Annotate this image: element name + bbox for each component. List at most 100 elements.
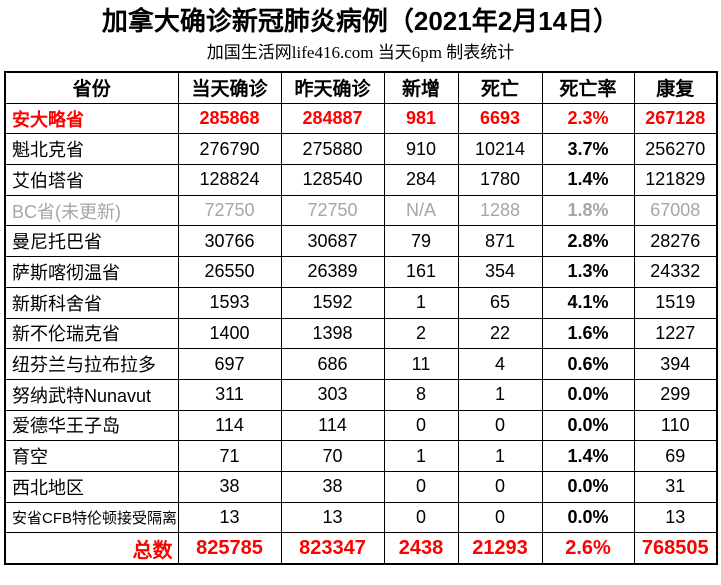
cell-recovered: 1227 <box>633 317 718 350</box>
subtitle: 加国生活网life416.com 当天6pm 制表统计 <box>206 43 515 62</box>
cell-death_rate: 0.0% <box>541 501 635 534</box>
cell-yesterday: 26389 <box>280 256 385 288</box>
cell-yesterday: 823347 <box>280 532 385 565</box>
cell-recovered: 121829 <box>633 164 718 196</box>
cell-yesterday: 30687 <box>280 225 385 258</box>
table-row: 西北地区 38 38 0 0 0.0% 31 <box>4 470 718 503</box>
cell-yesterday: 128540 <box>280 164 385 196</box>
cell-province: 安省CFB特伦顿接受隔离 <box>4 501 179 534</box>
cell-new_cases: 8 <box>383 378 459 411</box>
cell-recovered: 24332 <box>633 256 718 288</box>
cell-today: 72750 <box>177 194 282 227</box>
cell-death_rate: 2.6% <box>541 532 635 565</box>
cell-deaths: 6693 <box>457 102 543 135</box>
table-row: 纽芬兰与拉布拉多 697 686 11 4 0.6% 394 <box>4 348 718 380</box>
cell-province: 魁北克省 <box>4 133 179 166</box>
cell-recovered: 13 <box>633 501 718 534</box>
table-row: 努纳武特Nunavut 311 303 8 1 0.0% 299 <box>4 378 718 411</box>
cell-province: 努纳武特Nunavut <box>4 378 179 411</box>
column-header-7: 康复 <box>633 71 718 104</box>
cell-yesterday: 38 <box>280 470 385 503</box>
total-row: 总数 825785 823347 2438 21293 2.6% 768505 <box>4 532 718 565</box>
cell-today: 128824 <box>177 164 282 196</box>
cell-recovered: 1519 <box>633 286 718 319</box>
cell-new_cases: 1 <box>383 440 459 472</box>
cell-province: 新不伦瑞克省 <box>4 317 179 350</box>
cell-deaths: 1780 <box>457 164 543 196</box>
cell-new_cases: 161 <box>383 256 459 288</box>
covid-cases-table: 省份 当天确诊 昨天确诊 新增 死亡 死亡率 康复 安大略省 285868 284887 981 6… <box>4 71 718 565</box>
cell-death_rate: 0.0% <box>541 470 635 503</box>
cell-today: 38 <box>177 470 282 503</box>
cell-today: 825785 <box>177 532 282 565</box>
cell-province: 安大略省 <box>4 102 179 135</box>
cell-death_rate: 2.8% <box>541 225 635 258</box>
column-header-4: 新增 <box>383 71 459 104</box>
cell-deaths: 1 <box>457 440 543 472</box>
cell-yesterday: 13 <box>280 501 385 534</box>
cell-deaths: 22 <box>457 317 543 350</box>
cell-deaths: 10214 <box>457 133 543 166</box>
cell-new_cases: 0 <box>383 501 459 534</box>
page-title: 加拿大确诊新冠肺炎病例（2021年2月14日） <box>101 6 620 36</box>
cell-deaths: 0 <box>457 470 543 503</box>
cell-recovered: 299 <box>633 378 718 411</box>
cell-today: 114 <box>177 409 282 442</box>
cell-today: 71 <box>177 440 282 472</box>
cell-death_rate: 2.3% <box>541 102 635 135</box>
cell-recovered: 394 <box>633 348 718 380</box>
cell-death_rate: 1.4% <box>541 440 635 472</box>
cell-new_cases: 79 <box>383 225 459 258</box>
cell-deaths: 0 <box>457 409 543 442</box>
cell-new_cases: 981 <box>383 102 459 135</box>
cell-death_rate: 4.1% <box>541 286 635 319</box>
table-row: 魁北克省 276790 275880 910 10214 3.7% 256270 <box>4 133 718 166</box>
cell-yesterday: 72750 <box>280 194 385 227</box>
column-header-6: 死亡率 <box>541 71 635 104</box>
cell-new_cases: 284 <box>383 164 459 196</box>
table-row: BC省(未更新) 72750 72750 N/A 1288 1.8% 67008 <box>4 194 718 227</box>
cell-yesterday: 114 <box>280 409 385 442</box>
cell-deaths: 65 <box>457 286 543 319</box>
cell-recovered: 28276 <box>633 225 718 258</box>
cell-recovered: 110 <box>633 409 718 442</box>
cell-deaths: 1288 <box>457 194 543 227</box>
cell-recovered: 67008 <box>633 194 718 227</box>
cell-recovered: 31 <box>633 470 718 503</box>
cell-province: BC省(未更新) <box>4 194 179 227</box>
cell-today: 285868 <box>177 102 282 135</box>
cell-death_rate: 0.6% <box>541 348 635 380</box>
cell-new_cases: 1 <box>383 286 459 319</box>
cell-yesterday: 303 <box>280 378 385 411</box>
cell-deaths: 4 <box>457 348 543 380</box>
column-header-2: 当天确诊 <box>177 71 282 104</box>
cell-today: 13 <box>177 501 282 534</box>
cell-new_cases: 0 <box>383 409 459 442</box>
cell-deaths: 1 <box>457 378 543 411</box>
cell-deaths: 0 <box>457 501 543 534</box>
cell-today: 1400 <box>177 317 282 350</box>
cell-death_rate: 1.4% <box>541 164 635 196</box>
table-row: 新斯科舍省 1593 1592 1 65 4.1% 1519 <box>4 286 718 319</box>
cell-deaths: 871 <box>457 225 543 258</box>
table-row: 新不伦瑞克省 1400 1398 2 22 1.6% 1227 <box>4 317 718 350</box>
cell-deaths: 354 <box>457 256 543 288</box>
cell-today: 311 <box>177 378 282 411</box>
cell-province: 育空 <box>4 440 179 472</box>
cell-today: 697 <box>177 348 282 380</box>
cell-deaths: 21293 <box>457 532 543 565</box>
column-header-1: 省份 <box>4 71 179 104</box>
cell-yesterday: 275880 <box>280 133 385 166</box>
cell-province: 曼尼托巴省 <box>4 225 179 258</box>
cell-death_rate: 0.0% <box>541 378 635 411</box>
table-row: 爱德华王子岛 114 114 0 0 0.0% 110 <box>4 409 718 442</box>
cell-province: 总数 <box>4 532 179 565</box>
cell-province: 新斯科舍省 <box>4 286 179 319</box>
table-header-row: 省份 当天确诊 昨天确诊 新增 死亡 死亡率 康复 <box>4 71 718 104</box>
cell-new_cases: 2438 <box>383 532 459 565</box>
cell-recovered: 256270 <box>633 133 718 166</box>
cell-death_rate: 1.3% <box>541 256 635 288</box>
cell-new_cases: 2 <box>383 317 459 350</box>
cell-today: 1593 <box>177 286 282 319</box>
cell-new_cases: 910 <box>383 133 459 166</box>
